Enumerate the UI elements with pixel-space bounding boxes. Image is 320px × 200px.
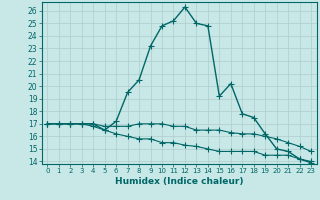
X-axis label: Humidex (Indice chaleur): Humidex (Indice chaleur): [115, 177, 244, 186]
